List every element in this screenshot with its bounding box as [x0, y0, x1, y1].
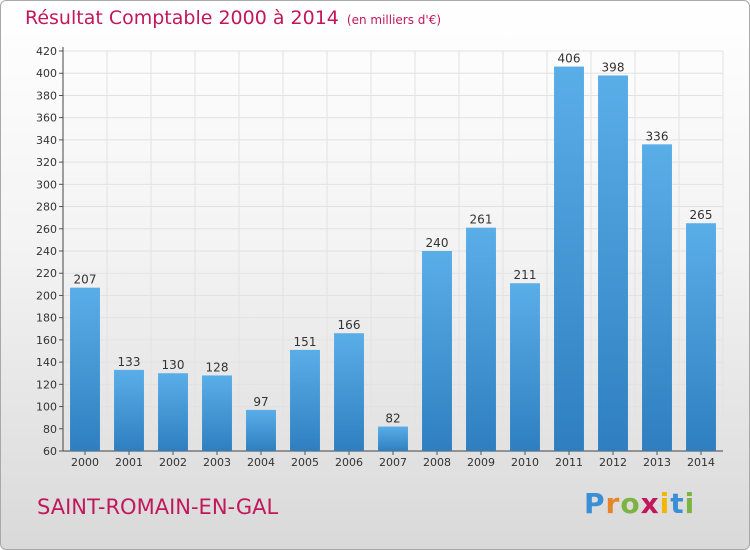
- logo-letter: o: [620, 487, 641, 520]
- y-tick-label: 380: [36, 89, 57, 102]
- logo-letter: t: [670, 487, 685, 520]
- logo-letter: P: [584, 487, 606, 520]
- bar-2009: [466, 227, 496, 451]
- value-label-2008: 240: [426, 236, 449, 250]
- x-tick-label-2011: 2011: [555, 456, 583, 469]
- value-label-2000: 207: [74, 273, 97, 287]
- bar-2008: [422, 251, 452, 451]
- x-tick-label-2009: 2009: [467, 456, 495, 469]
- bar-2002: [158, 373, 188, 451]
- value-label-2014: 265: [690, 208, 713, 222]
- value-label-2002: 130: [162, 358, 185, 372]
- value-label-2009: 261: [470, 213, 493, 227]
- bar-2001: [114, 369, 144, 451]
- x-tick-label-2002: 2002: [159, 456, 187, 469]
- value-label-2003: 128: [206, 360, 229, 374]
- commune-name: SAINT-ROMAIN-EN-GAL: [37, 495, 279, 519]
- logo-letter: i: [684, 487, 696, 520]
- x-tick-label-2008: 2008: [423, 456, 451, 469]
- value-label-2001: 133: [118, 355, 141, 369]
- bar-2010: [510, 283, 540, 451]
- x-tick-label-2003: 2003: [203, 456, 231, 469]
- y-tick-label: 260: [36, 223, 57, 236]
- value-label-2007: 82: [385, 412, 400, 426]
- bar-2000: [70, 287, 100, 451]
- x-tick-label-2007: 2007: [379, 456, 407, 469]
- x-tick-label-2000: 2000: [71, 456, 99, 469]
- y-tick-label: 200: [36, 289, 57, 302]
- y-tick-label: 160: [36, 334, 57, 347]
- y-tick-label: 420: [36, 45, 57, 58]
- x-tick-label-2005: 2005: [291, 456, 319, 469]
- bar-2011: [554, 66, 584, 452]
- chart-subtitle: (en milliers d'€): [346, 13, 442, 27]
- bar-2007: [378, 426, 408, 451]
- value-label-2004: 97: [253, 395, 268, 409]
- y-tick-label: 220: [36, 267, 57, 280]
- x-tick-label-2006: 2006: [335, 456, 363, 469]
- x-tick-label-2001: 2001: [115, 456, 143, 469]
- y-tick-label: 340: [36, 134, 57, 147]
- y-tick-label: 240: [36, 245, 57, 258]
- bar-2003: [202, 375, 232, 451]
- x-tick-label-2012: 2012: [599, 456, 627, 469]
- x-tick-label-2013: 2013: [643, 456, 671, 469]
- value-label-2011: 406: [558, 52, 581, 66]
- logo-letter: x: [640, 487, 660, 520]
- value-label-2013: 336: [646, 129, 669, 143]
- x-tick-label-2004: 2004: [247, 456, 275, 469]
- y-tick-label: 180: [36, 312, 57, 325]
- value-label-2010: 211: [514, 268, 537, 282]
- y-tick-label: 140: [36, 356, 57, 369]
- bar-2013: [642, 144, 672, 452]
- bar-2005: [290, 349, 320, 451]
- logo-letter: i: [659, 487, 671, 520]
- chart-title-main: Résultat Comptable 2000 à 2014: [25, 7, 339, 29]
- y-tick-label: 300: [36, 178, 57, 191]
- x-tick-label-2014: 2014: [687, 456, 715, 469]
- proxiti-logo[interactable]: Proxiti: [584, 487, 695, 520]
- value-label-2006: 166: [338, 318, 361, 332]
- y-tick-label: 320: [36, 156, 57, 169]
- y-tick-label: 400: [36, 67, 57, 80]
- y-tick-label: 100: [36, 401, 57, 414]
- y-tick-label: 360: [36, 112, 57, 125]
- x-tick-label-2010: 2010: [511, 456, 539, 469]
- bar-2012: [598, 75, 628, 451]
- chart-title: Résultat Comptable 2000 à 2014 (en millie…: [25, 7, 441, 29]
- value-label-2012: 398: [602, 60, 625, 74]
- bar-2004: [246, 409, 276, 451]
- bar-2014: [686, 223, 716, 451]
- y-tick-label: 80: [43, 423, 57, 436]
- y-tick-label: 120: [36, 378, 57, 391]
- bar-2006: [334, 333, 364, 451]
- logo-letter: r: [605, 487, 621, 520]
- y-tick-label: 280: [36, 201, 57, 214]
- y-tick-label: 60: [43, 445, 57, 458]
- value-label-2005: 151: [294, 335, 317, 349]
